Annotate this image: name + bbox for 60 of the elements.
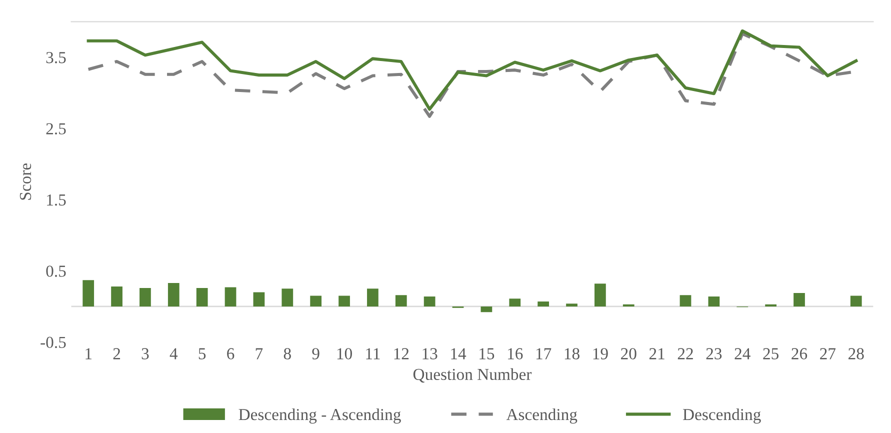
x-tick-label: 5 xyxy=(198,348,206,360)
x-tick-label: 18 xyxy=(564,348,580,360)
bar xyxy=(594,284,606,306)
y-axis-title: Score xyxy=(20,163,32,200)
x-tick-label: 16 xyxy=(508,348,523,360)
bar xyxy=(82,280,94,306)
legend-label: Descending - Ascending xyxy=(238,408,401,424)
x-tick-label: 24 xyxy=(734,348,750,360)
x-tick-label: 12 xyxy=(394,348,409,360)
x-tick-label: 9 xyxy=(312,348,320,360)
bar xyxy=(111,286,122,306)
bar xyxy=(338,296,350,306)
bar xyxy=(367,288,378,306)
bar xyxy=(310,296,322,306)
bar xyxy=(850,296,862,306)
y-tick-label: 2.5 xyxy=(46,123,66,134)
x-tick-label: 13 xyxy=(422,348,438,360)
bar xyxy=(282,288,294,306)
x-tick-label: 10 xyxy=(337,348,352,360)
x-tick-label: 19 xyxy=(593,348,608,360)
bar xyxy=(566,304,578,306)
x-tick-label: 14 xyxy=(451,348,466,360)
y-tick-label: 3.5 xyxy=(46,52,66,64)
x-tick-label: 8 xyxy=(284,348,291,360)
x-tick-label: 26 xyxy=(792,348,808,360)
x-tick-label: 6 xyxy=(227,348,234,360)
x-tick-label: 15 xyxy=(480,348,494,360)
bar xyxy=(224,287,236,306)
x-tick-label: 2 xyxy=(113,348,120,360)
x-tick-label: 1 xyxy=(86,348,92,360)
x-axis-title: Question Number xyxy=(413,368,532,383)
x-tick-label: 17 xyxy=(536,348,552,360)
x-tick-label: 25 xyxy=(763,348,778,360)
bar xyxy=(794,292,805,306)
x-tick-label: 23 xyxy=(706,348,722,360)
legend-label: Ascending xyxy=(506,408,578,424)
y-tick-label: 0.5 xyxy=(46,266,66,277)
bar xyxy=(168,282,180,306)
x-tick-label: 3 xyxy=(142,348,149,360)
x-tick-label: 27 xyxy=(820,348,836,360)
legend-label: Descending xyxy=(682,408,761,424)
bar xyxy=(140,288,151,306)
bar xyxy=(395,295,407,306)
x-tick-label: 20 xyxy=(621,348,636,360)
x-tick-label: 21 xyxy=(649,348,664,360)
bar xyxy=(509,298,521,306)
bar xyxy=(538,301,550,306)
x-tick-label: 28 xyxy=(848,348,864,360)
bar xyxy=(480,306,492,312)
y-tick-label: 1.5 xyxy=(47,194,66,206)
bar xyxy=(253,292,265,306)
bar xyxy=(680,295,692,306)
bar xyxy=(424,296,436,306)
bar xyxy=(708,296,720,306)
x-tick-label: 22 xyxy=(678,348,693,360)
x-tick-label: 7 xyxy=(256,348,263,360)
bar xyxy=(196,288,208,306)
x-tick-label: 4 xyxy=(170,348,178,360)
y-tick-label: -0.5 xyxy=(40,336,66,348)
x-tick-label: 11 xyxy=(366,348,380,360)
